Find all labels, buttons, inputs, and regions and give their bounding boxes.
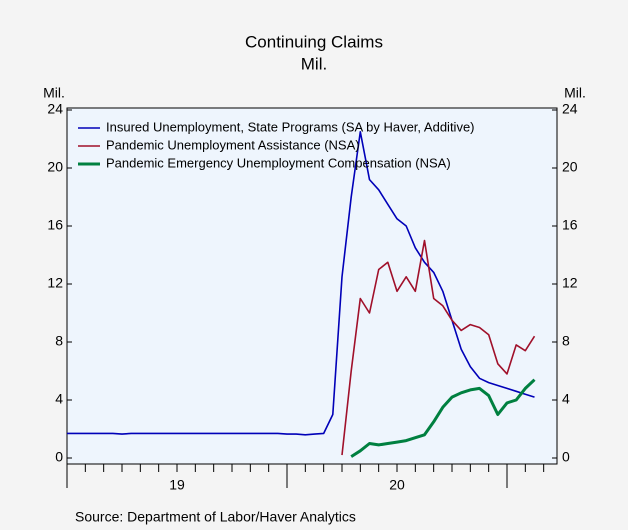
legend-label: Pandemic Emergency Unemployment Compensa… [106, 155, 451, 170]
series-line [341, 239, 536, 456]
y2-tick-label: 20 [562, 159, 578, 175]
y2-tick-label: 12 [562, 275, 578, 291]
chart-subtitle: Mil. [301, 54, 327, 73]
y2-axis-label: Mil. [564, 85, 586, 101]
y-tick-label: 24 [47, 101, 63, 117]
y-tick-label: 0 [55, 449, 63, 465]
plot-area [66, 107, 558, 465]
source: Source: Department of Labor/Haver Analyt… [75, 509, 356, 525]
series-line [350, 378, 536, 458]
y2-tick-label: 0 [562, 449, 570, 465]
legend-label: Pandemic Unemployment Assistance (NSA) [106, 137, 360, 152]
y-tick-label: 20 [47, 159, 63, 175]
y-tick-label: 12 [47, 275, 63, 291]
y2-tick-label: 4 [562, 391, 570, 407]
x-tick-label: 20 [389, 477, 405, 493]
x-tick-label: 19 [169, 477, 185, 493]
series-line [67, 131, 535, 436]
y-tick-label: 16 [47, 217, 63, 233]
y2-tick-label: 16 [562, 217, 578, 233]
y-axis-label: Mil. [43, 85, 65, 101]
y-tick-label: 8 [55, 333, 63, 349]
y2-tick-label: 24 [562, 101, 578, 117]
chart-title: Continuing Claims [245, 32, 383, 51]
y2-tick-label: 8 [562, 333, 570, 349]
legend-label: Insured Unemployment, State Programs (SA… [106, 119, 475, 134]
y-tick-label: 4 [55, 391, 63, 407]
